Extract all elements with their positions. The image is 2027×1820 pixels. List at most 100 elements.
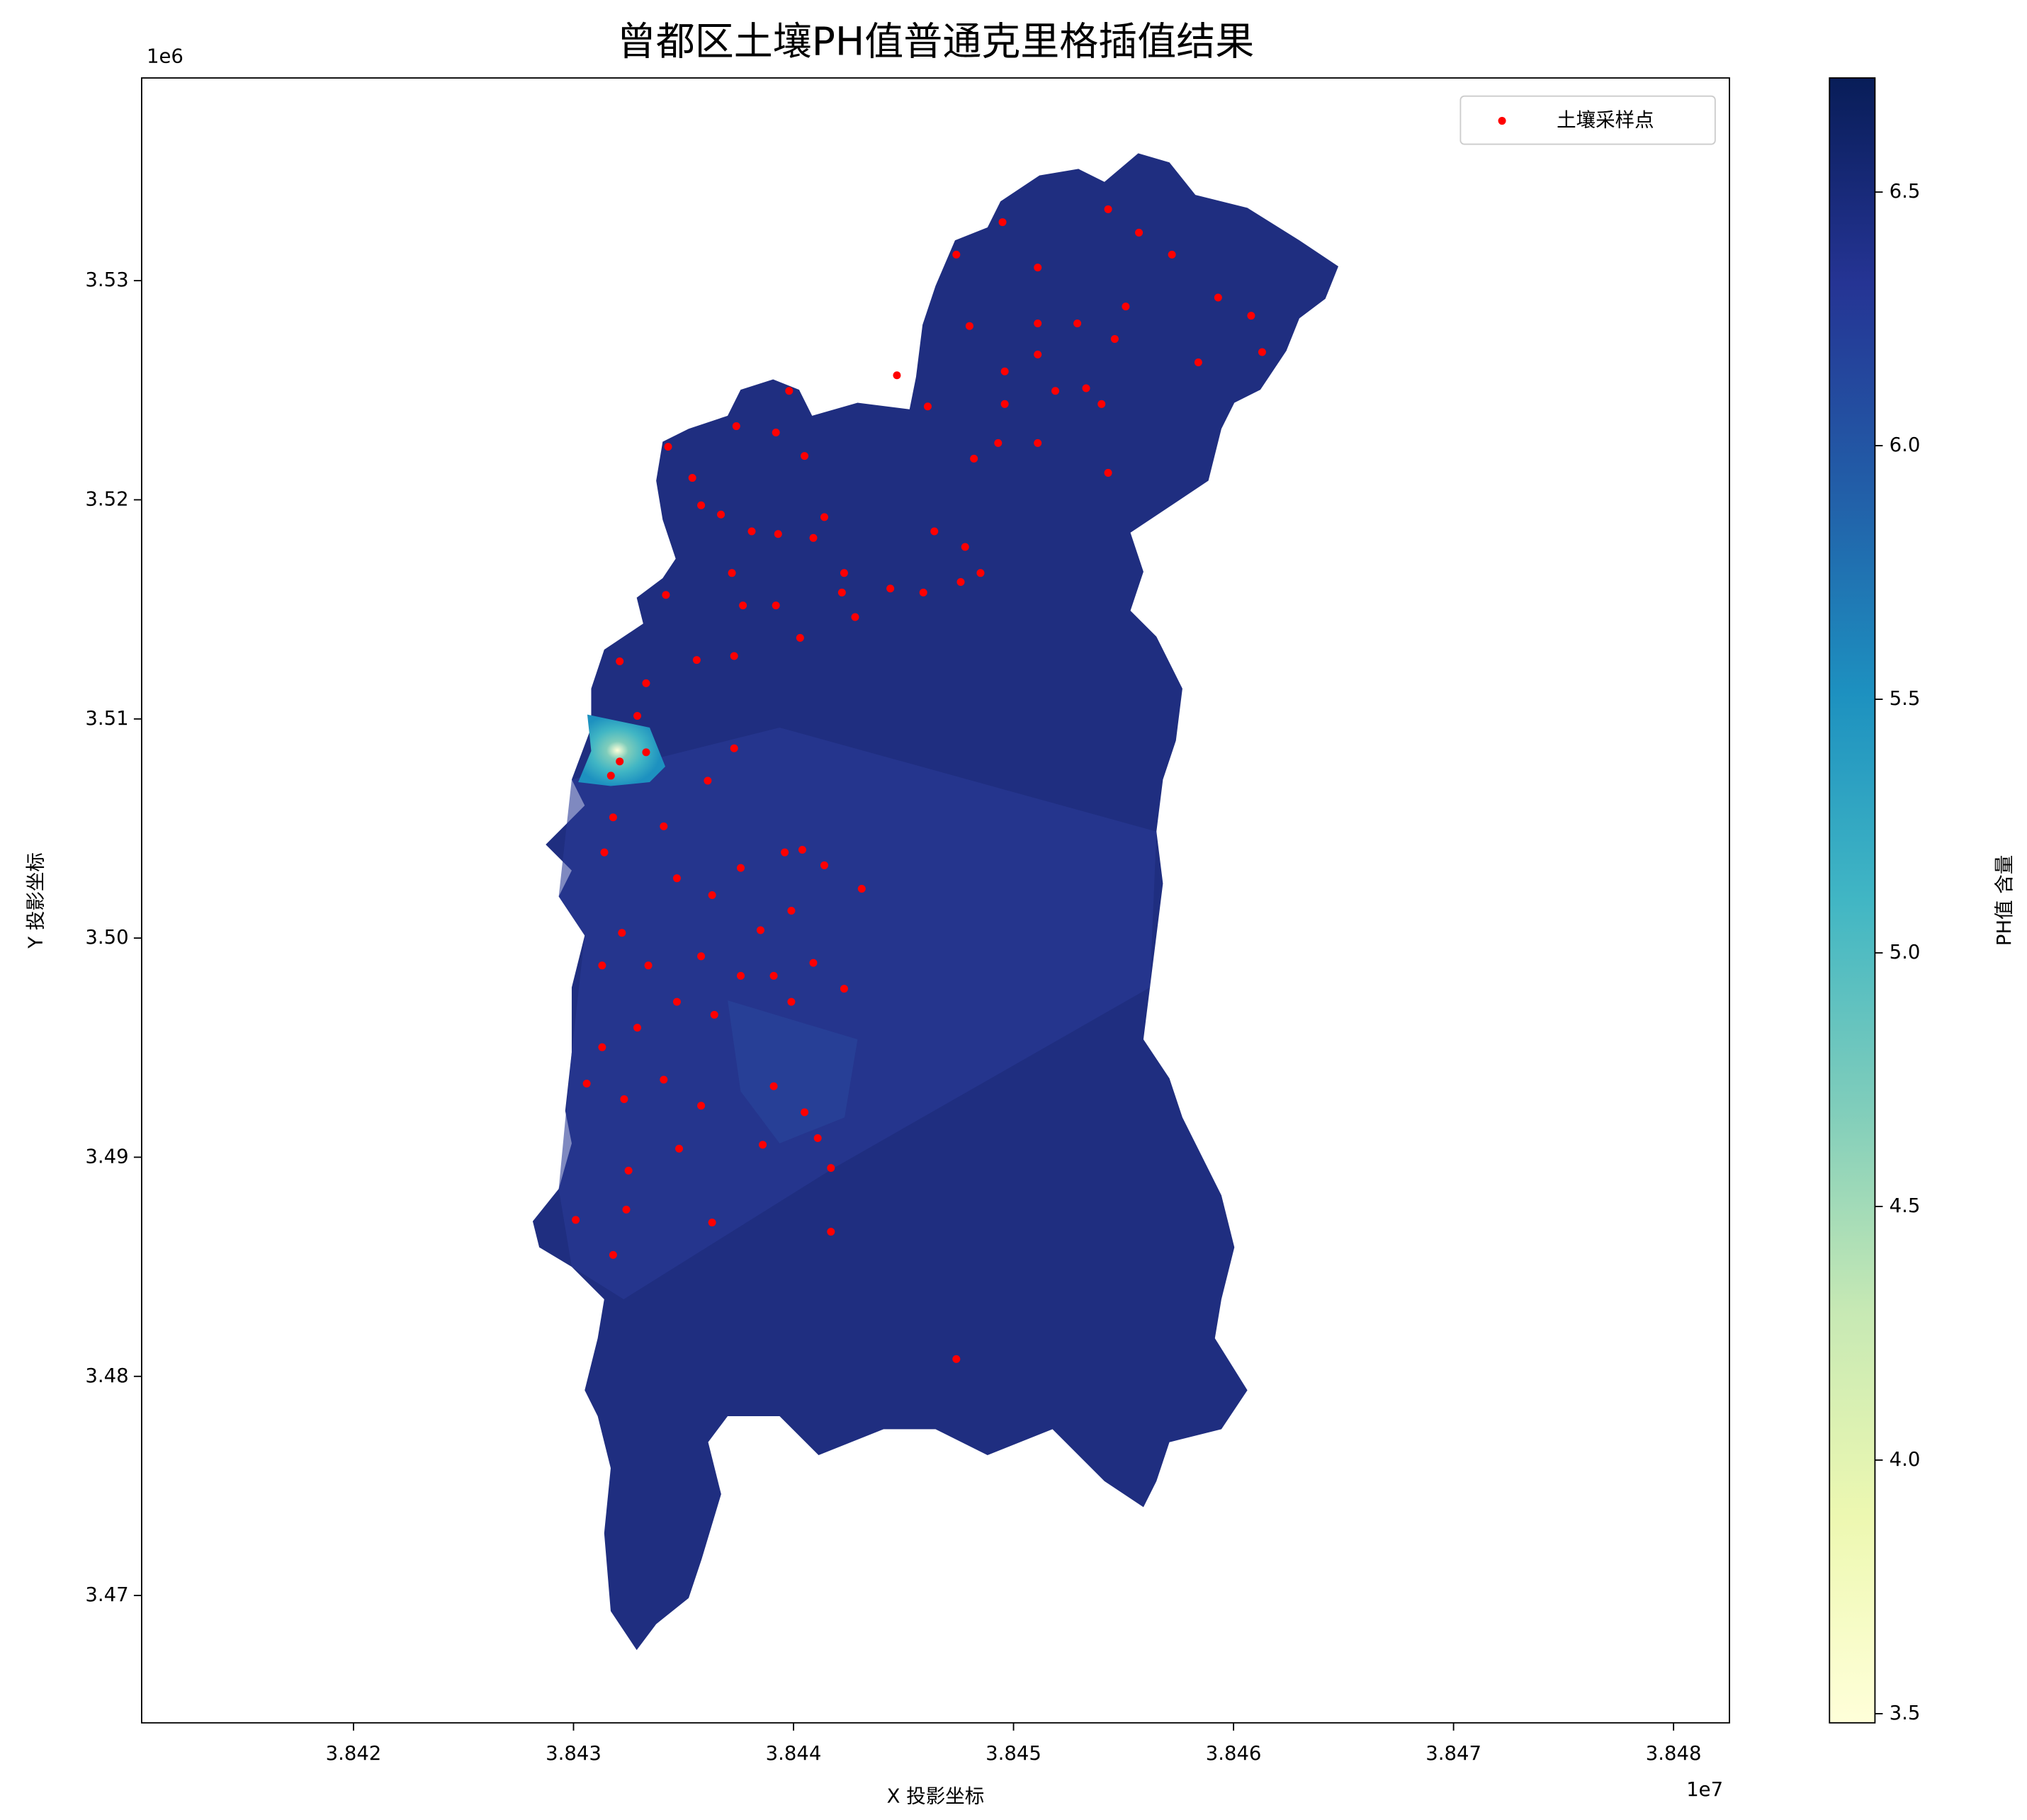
sample-point: [717, 510, 725, 519]
sample-point: [1194, 358, 1202, 367]
sample-point: [796, 633, 804, 642]
sample-point: [1214, 293, 1222, 302]
x-tick-label: 3.844: [766, 1742, 822, 1765]
sample-point: [1082, 384, 1090, 392]
sample-point: [736, 864, 745, 872]
sample-point: [708, 891, 716, 900]
sample-point: [798, 845, 806, 854]
sample-point: [1000, 367, 1009, 375]
y-axis-label: Y 投影坐标: [24, 852, 47, 949]
y-tick-label: 3.49: [85, 1145, 128, 1168]
sample-point: [919, 588, 927, 597]
colorbar-tick-label: 5.5: [1890, 687, 1921, 710]
sample-point: [1168, 250, 1176, 259]
sample-point: [952, 1355, 961, 1363]
sample-point: [642, 679, 650, 687]
sample-point: [756, 926, 764, 934]
sample-point: [809, 533, 818, 542]
sample-point: [660, 822, 668, 830]
sample-point: [1258, 348, 1266, 356]
sample-point: [1034, 264, 1042, 272]
sample-point: [1104, 205, 1112, 213]
sample-point: [774, 530, 782, 538]
sample-point: [642, 748, 650, 757]
sample-point: [633, 711, 642, 720]
sample-point: [697, 1102, 706, 1110]
colorbar-tick-label: 4.0: [1890, 1448, 1921, 1471]
sample-point: [710, 1010, 718, 1019]
x-tick-label: 3.846: [1206, 1742, 1262, 1765]
sample-point: [923, 402, 932, 411]
sample-point: [644, 961, 653, 970]
sample-point: [840, 985, 848, 993]
sample-point: [616, 757, 624, 766]
y-tick-label: 3.50: [85, 926, 128, 949]
x-offset-label: 1e7: [1686, 1778, 1723, 1801]
y-tick-label: 3.48: [85, 1364, 128, 1387]
sample-point: [970, 454, 978, 463]
sample-point: [1097, 400, 1106, 408]
y-offset-label: 1e6: [147, 45, 183, 68]
sample-point: [732, 422, 740, 431]
sample-point: [893, 371, 901, 380]
sample-point: [697, 501, 706, 509]
surface-shade: [558, 728, 1157, 1299]
x-tick-label: 3.845: [986, 1742, 1041, 1765]
sample-point: [730, 744, 738, 752]
sample-point: [688, 474, 696, 482]
sample-point: [572, 1216, 580, 1224]
sample-point: [857, 885, 866, 893]
sample-point: [598, 961, 606, 970]
sample-point: [772, 601, 780, 610]
sample-point: [772, 429, 780, 437]
sample-point: [820, 513, 828, 521]
legend-box: [1459, 95, 1716, 145]
sample-point: [692, 656, 701, 665]
sample-point: [708, 1219, 716, 1227]
legend-label: 土壤采样点: [1557, 109, 1654, 132]
sample-point: [1051, 387, 1060, 395]
sample-point: [697, 952, 706, 961]
sample-point: [739, 601, 747, 610]
x-tick-label: 3.848: [1646, 1742, 1702, 1765]
sample-point: [747, 527, 756, 536]
sample-point: [886, 584, 895, 593]
sample-point: [600, 848, 609, 857]
sample-point: [787, 997, 796, 1006]
sample-point: [809, 959, 818, 967]
sample-point: [801, 1108, 809, 1117]
sample-point: [1034, 319, 1042, 327]
x-tick-label: 3.847: [1425, 1742, 1481, 1765]
legend-marker: [1498, 117, 1506, 125]
surface-shade: [728, 1000, 858, 1143]
x-tick-label: 3.842: [326, 1742, 382, 1765]
sample-point: [704, 776, 712, 785]
sample-point: [730, 652, 738, 660]
sample-point: [618, 929, 626, 937]
y-tick-label: 3.47: [85, 1583, 128, 1606]
sample-point: [787, 906, 796, 915]
sample-point: [851, 613, 859, 621]
sample-point: [598, 1043, 606, 1051]
colorbar-tick-label: 4.5: [1890, 1194, 1921, 1217]
sample-point: [675, 1144, 684, 1153]
plot-frame: [141, 77, 1730, 1724]
sample-point: [1122, 303, 1130, 311]
sample-point: [956, 577, 965, 586]
colorbar-label: PH值 含量: [1993, 855, 2016, 946]
y-tick-label: 3.52: [85, 487, 128, 510]
sample-point: [965, 322, 973, 330]
sample-point: [976, 569, 985, 577]
x-axis-label: X 投影坐标: [887, 1785, 985, 1807]
x-tick-label: 3.843: [546, 1742, 602, 1765]
sample-point: [1135, 228, 1144, 237]
sample-point: [606, 771, 615, 780]
sample-point: [1110, 334, 1119, 343]
sample-point: [622, 1205, 631, 1214]
colorbar-tick-label: 6.0: [1890, 434, 1921, 456]
sample-point: [582, 1080, 591, 1088]
chart-title: 曾都区土壤PH值普通克里格插值结果: [617, 18, 1255, 64]
sample-point: [781, 848, 789, 857]
colorbar-tick-label: 5.0: [1890, 941, 1921, 963]
